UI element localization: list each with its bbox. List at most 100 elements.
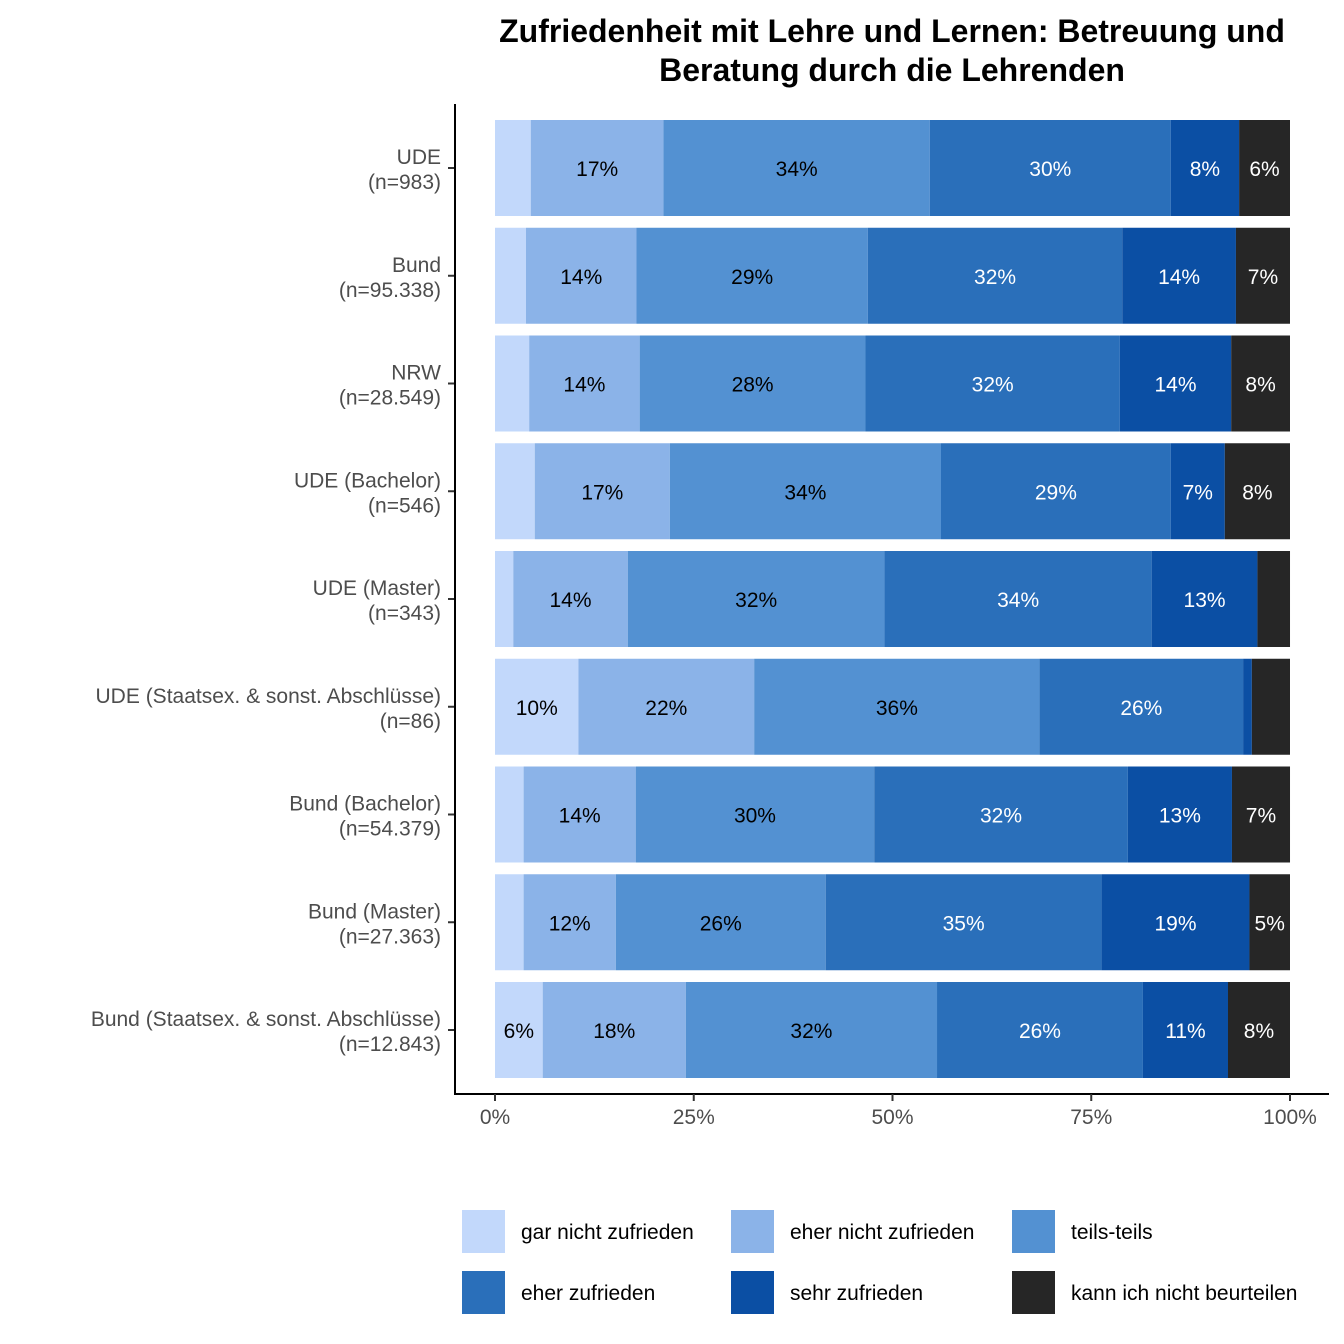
bar-data-label: 14% xyxy=(1155,374,1197,397)
bar-data-label: 29% xyxy=(731,266,773,289)
category-n-label: (n=546) xyxy=(368,494,441,517)
legend-label: sehr zufrieden xyxy=(790,1282,923,1305)
bar-data-label: 19% xyxy=(1155,912,1197,935)
bar-segment xyxy=(495,982,543,1078)
bar-data-label: 6% xyxy=(1249,158,1279,181)
legend-label: teils-teils xyxy=(1071,1221,1153,1244)
bar-segment xyxy=(529,335,640,432)
bar-data-label: 32% xyxy=(735,589,777,612)
bar-data-label: 26% xyxy=(1120,697,1162,720)
bar-data-label: 12% xyxy=(549,912,591,935)
bar-segment xyxy=(1170,120,1240,216)
chart-title-line-2: Beratung durch die Lehrenden xyxy=(659,52,1125,88)
category-n-label: (n=12.843) xyxy=(339,1033,441,1056)
legend-label: eher zufrieden xyxy=(521,1282,655,1305)
bar-data-label: 6% xyxy=(504,1020,534,1043)
bar-data-label: 32% xyxy=(790,1020,832,1043)
category-label: NRW xyxy=(391,362,441,385)
bar-data-label: 17% xyxy=(581,481,623,504)
category-label: UDE (Bachelor) xyxy=(294,469,441,492)
bar-data-label: 7% xyxy=(1248,266,1278,289)
bar-segment xyxy=(663,120,930,216)
category-n-label: (n=86) xyxy=(380,710,441,733)
bar-data-label: 17% xyxy=(576,158,618,181)
bar-data-label: 34% xyxy=(784,481,826,504)
legend-key xyxy=(731,1271,774,1314)
bar-segment xyxy=(825,874,1102,971)
bar-segment xyxy=(929,120,1171,216)
bar-data-label: 10% xyxy=(516,697,558,720)
bar-segment xyxy=(937,982,1143,1078)
bar-segment xyxy=(1239,120,1290,216)
bar-data-label: 32% xyxy=(974,266,1016,289)
x-tick-label: 25% xyxy=(673,1106,715,1129)
bar-data-label: 8% xyxy=(1190,158,1220,181)
bar-segment xyxy=(627,551,885,647)
bars-layer: 17% 34% 30% 8% 6% 14% 29% 32% 14% 7% 14% 28% 32% 14% 8… xyxy=(495,120,1291,1078)
bar-data-label: 14% xyxy=(1158,266,1200,289)
bar-segment xyxy=(495,658,579,755)
bar-segment xyxy=(884,551,1152,647)
category-labels: UDE(n=983) Bund(n=95.338) NRW(n=28.549) UDE… xyxy=(91,146,455,1056)
bar-data-label: 14% xyxy=(559,805,601,828)
legend: gar nicht zufrieden eher nicht zufrieden t… xyxy=(462,1210,1297,1314)
bar-segment xyxy=(534,443,670,540)
legend-key xyxy=(1012,1210,1055,1253)
x-tick-label: 75% xyxy=(1070,1106,1112,1129)
bar-segment xyxy=(754,658,1040,755)
x-tick-label: 100% xyxy=(1263,1106,1317,1129)
legend-key xyxy=(462,1271,505,1314)
category-n-label: (n=343) xyxy=(368,602,441,625)
bar-data-label: 18% xyxy=(593,1020,635,1043)
bar-data-label: 30% xyxy=(734,805,776,828)
bar-data-label: 32% xyxy=(972,374,1014,397)
bar-data-label: 13% xyxy=(1184,589,1226,612)
category-n-label: (n=28.549) xyxy=(339,387,441,410)
bar-segment xyxy=(1227,982,1290,1078)
bar-segment xyxy=(495,766,524,863)
bar-segment xyxy=(636,227,868,324)
bar-data-label: 7% xyxy=(1246,805,1276,828)
bar-data-label: 28% xyxy=(732,374,774,397)
legend-label: gar nicht zufrieden xyxy=(521,1221,694,1244)
bar-segment xyxy=(1235,227,1290,324)
bar-data-label: 14% xyxy=(563,374,605,397)
legend-label: eher nicht zufrieden xyxy=(790,1221,974,1244)
bar-segment xyxy=(495,551,514,647)
bar-data-label: 14% xyxy=(560,266,602,289)
category-label: Bund (Bachelor) xyxy=(289,793,441,816)
bar-segment xyxy=(1101,874,1250,971)
legend-key xyxy=(731,1210,774,1253)
bar-segment xyxy=(635,766,875,863)
bar-segment xyxy=(495,874,524,971)
bar-data-label: 29% xyxy=(1035,481,1077,504)
bar-data-label: 11% xyxy=(1165,1020,1205,1043)
bar-segment xyxy=(1170,443,1225,540)
bar-data-label: 34% xyxy=(997,589,1039,612)
chart-title-line-1: Zufriedenheit mit Lehre und Lernen: Betr… xyxy=(499,13,1285,49)
bar-segment xyxy=(495,227,526,324)
bar-data-label: 8% xyxy=(1242,481,1272,504)
bar-data-label: 30% xyxy=(1029,158,1071,181)
bar-data-label: 26% xyxy=(1019,1020,1061,1043)
bar-segment xyxy=(865,335,1120,432)
bar-segment xyxy=(513,551,628,647)
category-n-label: (n=95.338) xyxy=(339,279,441,302)
bar-segment xyxy=(1231,766,1291,863)
bar-segment xyxy=(523,874,616,971)
bar-segment xyxy=(669,443,941,540)
category-label: Bund (Staatsex. & sonst. Abschlüsse) xyxy=(91,1008,441,1031)
bar-segment xyxy=(542,982,686,1078)
bar-segment xyxy=(685,982,938,1078)
bar-segment xyxy=(1249,874,1290,971)
bar-data-label: 35% xyxy=(943,912,985,935)
bar-segment xyxy=(578,658,755,755)
bar-segment xyxy=(530,120,664,216)
bar-segment xyxy=(1039,658,1244,755)
bar-segment xyxy=(615,874,826,971)
bar-data-label: 36% xyxy=(876,697,918,720)
bar-data-label: 5% xyxy=(1255,912,1285,935)
bar-data-label: 13% xyxy=(1159,805,1201,828)
bar-segment xyxy=(941,443,1171,540)
